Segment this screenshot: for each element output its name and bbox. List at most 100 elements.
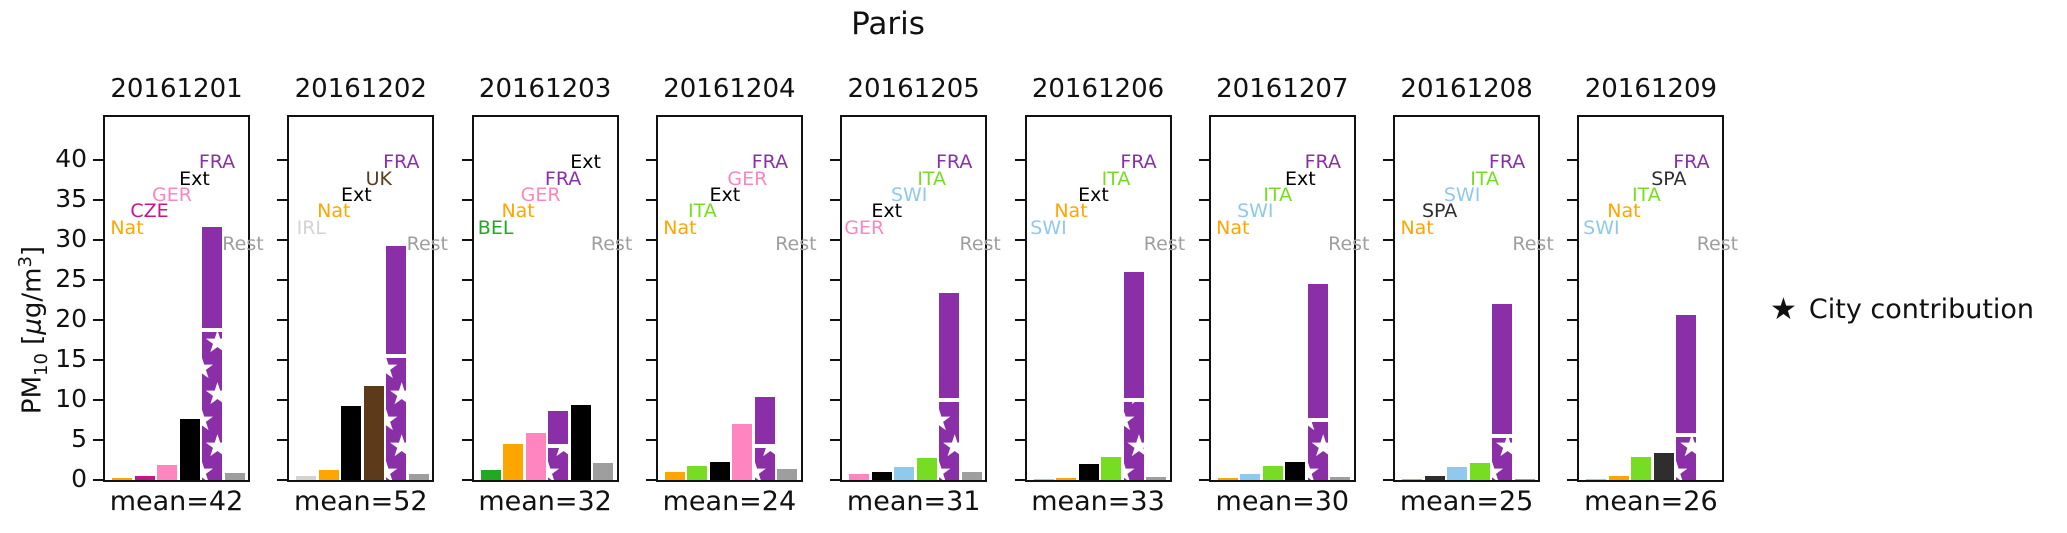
city-contribution-star-hatch: ★	[939, 457, 952, 480]
bar-ita	[687, 466, 708, 480]
y-tick-mark	[1198, 279, 1209, 281]
y-tick-mark	[1567, 399, 1578, 401]
city-contribution-star-hatch: ★	[386, 358, 399, 384]
country-label-uk: UK	[365, 167, 392, 190]
bar-ger	[732, 424, 753, 480]
y-tick-mark	[1014, 239, 1025, 241]
y-tick-mark	[461, 479, 472, 481]
y-tick-mark	[461, 199, 472, 201]
y-tick-mark	[830, 279, 841, 281]
bar-fra-solid	[1492, 304, 1513, 435]
panel-frame	[1393, 115, 1541, 482]
panel-mean-label: mean=24	[662, 486, 797, 517]
bar-swi	[1033, 479, 1054, 480]
panel-mean-label: mean=33	[1031, 486, 1165, 517]
y-tick-mark	[1567, 319, 1578, 321]
country-label-ita: ITA	[688, 200, 717, 223]
panel-frame	[287, 115, 435, 482]
country-label-bel: BEL	[477, 216, 514, 239]
y-tick-mark	[1383, 159, 1394, 161]
y-tick-mark	[277, 199, 288, 201]
country-label-swi: SWI	[1583, 216, 1620, 239]
y-tick-mark	[277, 399, 288, 401]
bar-nat	[318, 470, 339, 480]
bar-ita	[1469, 463, 1490, 480]
y-tick-label: 0	[71, 464, 87, 493]
bar-fra-city-contribution: ★★	[548, 448, 569, 480]
city-contribution-star-hatch: ★	[1676, 457, 1689, 480]
bar-uk	[363, 385, 384, 480]
bar-fra-solid	[1123, 272, 1144, 398]
country-label-fra: FRA	[936, 151, 973, 174]
country-label-irl: IRL	[296, 216, 326, 239]
y-tick-mark	[461, 319, 472, 321]
y-tick-mark	[830, 439, 841, 441]
y-tick-mark	[1567, 159, 1578, 161]
city-contribution-star-hatch: ★	[1678, 436, 1697, 464]
y-tick-mark	[645, 359, 656, 361]
bar-ext	[179, 419, 200, 480]
country-label-nat: Nat	[1054, 200, 1088, 223]
y-tick-mark	[830, 199, 841, 201]
y-tick-mark	[1198, 319, 1209, 321]
country-label-nat: Nat	[1400, 216, 1434, 239]
y-tick-mark	[1383, 279, 1394, 281]
country-label-spa: SPA	[1421, 200, 1458, 223]
country-label-ext: Ext	[340, 184, 372, 206]
panel-title-date: 20161209	[1584, 74, 1718, 104]
y-tick-mark	[461, 359, 472, 361]
city-contribution-star-hatch: ★	[204, 429, 222, 464]
city-contribution-star-hatch: ★	[1308, 457, 1321, 480]
y-tick-label: 20	[55, 304, 87, 333]
country-label-cze: CZE	[130, 200, 169, 223]
y-tick-mark	[1383, 359, 1394, 361]
city-contribution-star-hatch: ★	[202, 406, 215, 436]
city-contribution-star-hatch: ★	[386, 405, 399, 436]
country-label-rest: Rest	[1696, 232, 1739, 255]
y-tick-mark	[645, 479, 656, 481]
country-label-nat: Nat	[501, 200, 535, 223]
y-tick-mark	[461, 279, 472, 281]
country-label-swi: SWI	[1030, 216, 1067, 239]
city-contribution-star-hatch: ★	[1492, 457, 1505, 480]
star-icon: ★	[1770, 291, 1797, 327]
page-title: Paris	[851, 6, 925, 42]
country-label-ext: Ext	[709, 184, 741, 206]
city-contribution-star-hatch: ★	[386, 457, 399, 480]
bar-nat	[1402, 478, 1423, 480]
panel-mean-label: mean=31	[846, 486, 981, 517]
y-tick-mark	[277, 439, 288, 441]
y-tick-mark	[1567, 359, 1578, 361]
country-label-fra: FRA	[1673, 151, 1710, 174]
bar-ger	[157, 464, 177, 480]
panel-mean-label: mean=42	[109, 486, 244, 517]
y-tick-mark	[1198, 359, 1209, 361]
y-tick-mark	[1014, 319, 1025, 321]
bar-bel	[480, 470, 501, 480]
country-label-ger: GER	[152, 184, 192, 206]
country-label-fra: FRA	[1304, 151, 1341, 174]
y-tick-label: 10	[55, 384, 87, 413]
y-tick-mark	[1198, 439, 1209, 441]
bar-rest	[777, 469, 798, 480]
y-tick-mark	[277, 239, 288, 241]
y-tick-mark	[277, 479, 288, 481]
city-contribution-star-hatch: ★	[757, 448, 775, 462]
bar-ext	[709, 462, 730, 480]
bar-fra-city-contribution: ★★★	[939, 402, 960, 480]
bar-fra-solid	[1307, 284, 1328, 419]
city-contribution-star-hatch: ★	[1125, 428, 1144, 464]
y-tick-mark	[93, 199, 103, 201]
country-label-fra: FRA	[1120, 151, 1157, 174]
bar-rest	[224, 473, 245, 480]
bar-rest	[1514, 478, 1535, 480]
country-label-nat: Nat	[1607, 200, 1641, 223]
y-tick-mark	[1567, 439, 1578, 441]
country-label-ger: GER	[844, 216, 885, 239]
y-tick-mark	[1198, 239, 1209, 241]
bar-fra-city-contribution: ★★	[1492, 438, 1513, 480]
bar-fra-city-contribution: ★★	[754, 448, 775, 480]
city-contribution-star-hatch: ★	[1124, 457, 1137, 480]
bar-nat	[1217, 478, 1238, 480]
